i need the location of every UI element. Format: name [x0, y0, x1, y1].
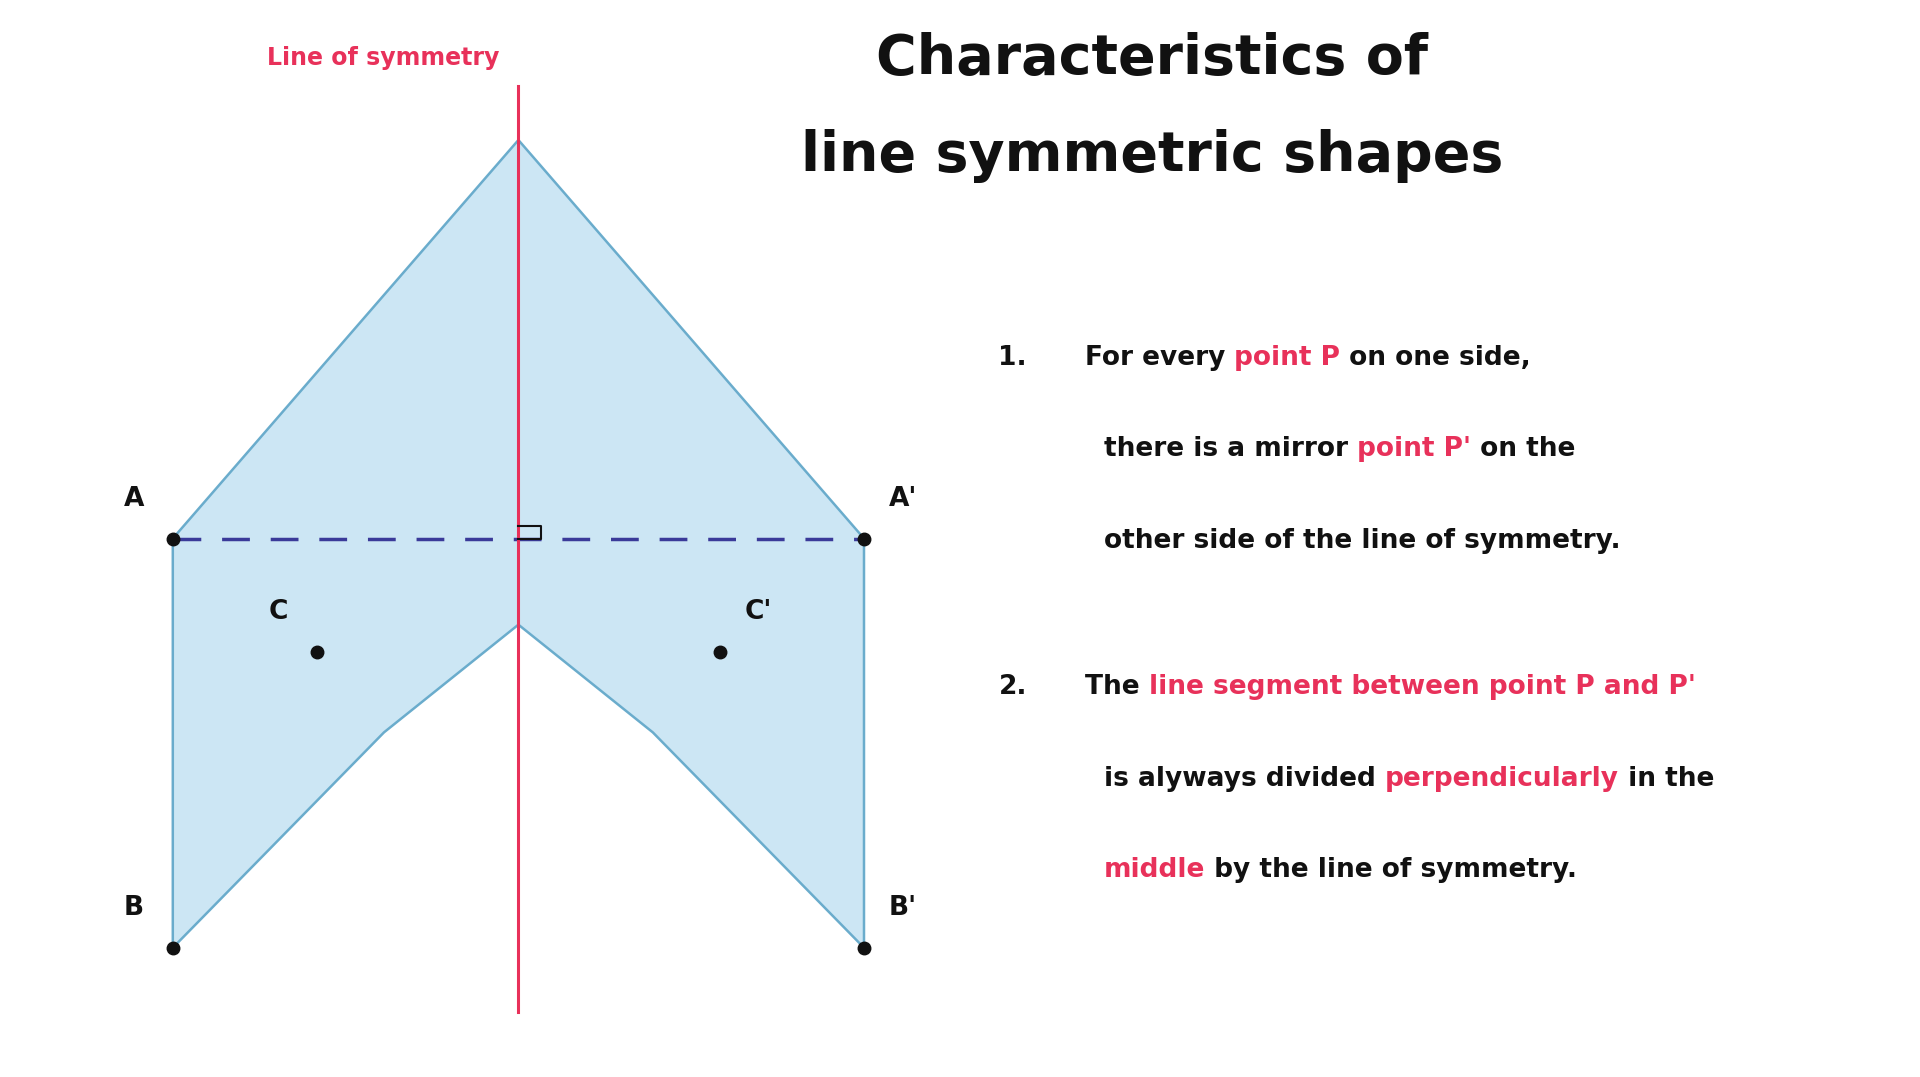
Text: on one side,: on one side, — [1340, 345, 1530, 370]
Text: A': A' — [889, 486, 918, 512]
Text: by the line of symmetry.: by the line of symmetry. — [1206, 857, 1578, 883]
Text: For every: For every — [1085, 345, 1235, 370]
Text: The: The — [1085, 674, 1148, 700]
Text: Characteristics of: Characteristics of — [876, 32, 1428, 86]
Text: on the: on the — [1471, 436, 1576, 462]
Text: line segment between point P and P': line segment between point P and P' — [1148, 674, 1695, 700]
Text: point P: point P — [1235, 345, 1340, 370]
Text: A: A — [123, 486, 144, 512]
Text: Line of symmetry: Line of symmetry — [267, 46, 499, 70]
Text: is alyways divided: is alyways divided — [1104, 766, 1384, 792]
Text: C': C' — [745, 599, 772, 625]
Text: line symmetric shapes: line symmetric shapes — [801, 129, 1503, 183]
Text: 1.: 1. — [998, 345, 1027, 370]
Polygon shape — [173, 140, 864, 948]
Text: B': B' — [889, 895, 918, 921]
Text: 2.: 2. — [998, 674, 1027, 700]
Text: there is a mirror: there is a mirror — [1104, 436, 1357, 462]
Text: B: B — [125, 895, 144, 921]
Text: C: C — [269, 599, 288, 625]
Text: perpendicularly: perpendicularly — [1384, 766, 1619, 792]
Text: other side of the line of symmetry.: other side of the line of symmetry. — [1104, 528, 1620, 554]
Text: middle: middle — [1104, 857, 1206, 883]
Text: in the: in the — [1619, 766, 1715, 792]
Text: point P': point P' — [1357, 436, 1471, 462]
